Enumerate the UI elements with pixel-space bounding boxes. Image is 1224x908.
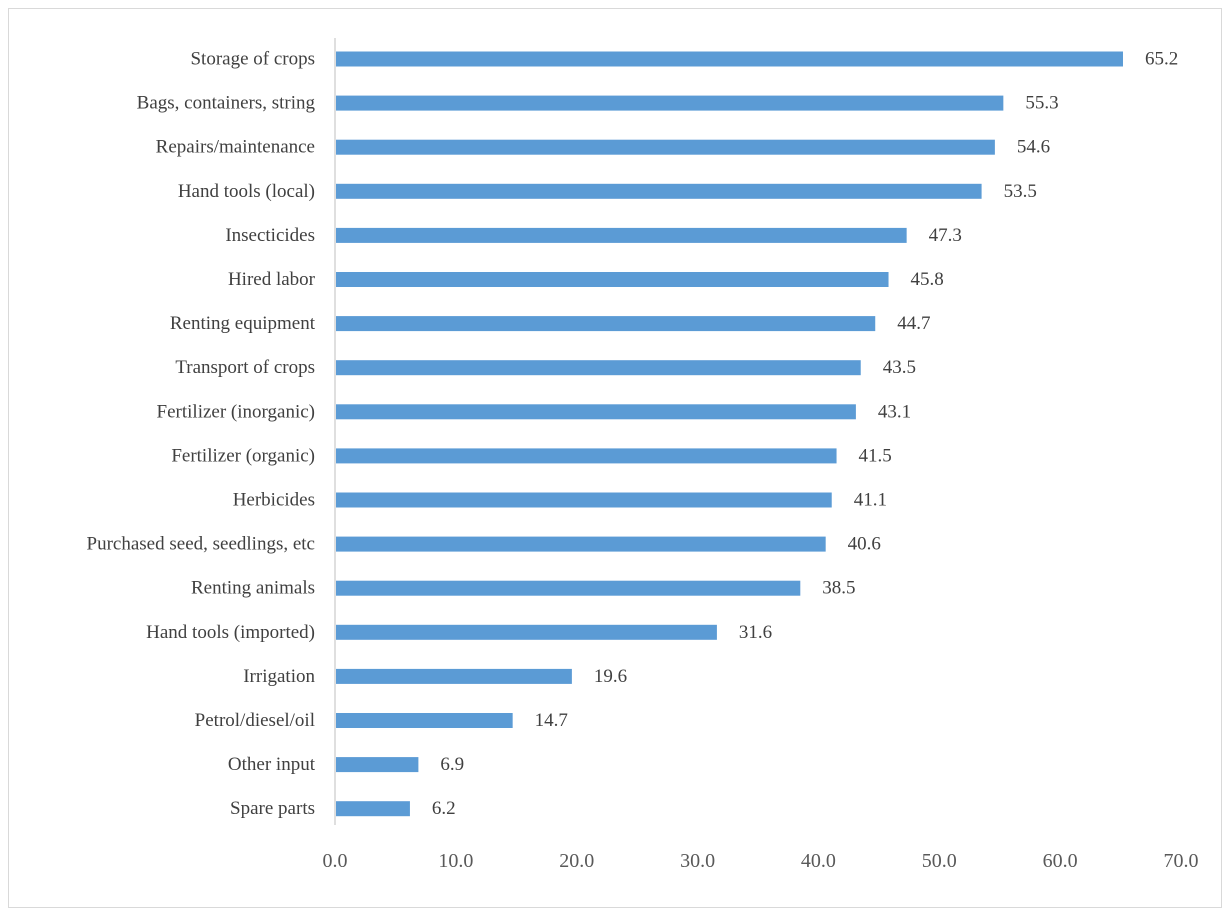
category-label: Renting equipment	[170, 313, 316, 334]
category-label: Renting animals	[191, 578, 315, 599]
x-tick-label: 70.0	[1164, 850, 1199, 872]
bar	[336, 448, 837, 464]
value-label: 31.6	[739, 622, 772, 643]
bar	[336, 51, 1123, 67]
category-label: Hand tools (local)	[178, 181, 315, 202]
x-tick-label: 60.0	[1043, 850, 1078, 872]
category-label: Petrol/diesel/oil	[195, 710, 315, 731]
bar	[336, 227, 907, 243]
category-label: Insecticides	[225, 225, 315, 246]
bar	[336, 95, 1004, 111]
value-label: 45.8	[911, 269, 944, 290]
x-tick-label: 20.0	[559, 850, 594, 872]
bar	[336, 580, 801, 596]
category-label: Bags, containers, string	[137, 93, 316, 114]
value-label: 54.6	[1017, 137, 1050, 158]
value-label: 53.5	[1004, 181, 1037, 202]
bar	[336, 536, 826, 552]
value-label: 6.2	[432, 798, 456, 819]
value-label: 41.1	[854, 490, 887, 511]
x-tick-label: 40.0	[801, 850, 836, 872]
value-label: 6.9	[440, 754, 464, 775]
x-tick-label: 30.0	[680, 850, 715, 872]
bar	[336, 757, 419, 773]
bar	[336, 404, 856, 420]
value-label: 19.6	[594, 666, 627, 687]
x-tick-label: 0.0	[323, 850, 348, 872]
category-label: Hired labor	[228, 269, 316, 290]
bar	[336, 624, 717, 640]
bar	[336, 316, 876, 332]
bar	[336, 272, 889, 287]
x-tick-label: 10.0	[438, 850, 473, 872]
category-label: Purchased seed, seedlings, etc	[87, 534, 315, 555]
value-label: 40.6	[848, 534, 881, 555]
category-label: Herbicides	[233, 490, 315, 511]
category-label: Storage of crops	[190, 49, 315, 70]
bar-chart: Storage of crops 65.2 Bags, containers, st…	[87, 38, 1199, 872]
category-label: Repairs/maintenance	[156, 137, 315, 158]
value-label: 65.2	[1145, 49, 1178, 70]
value-label: 43.1	[878, 401, 911, 422]
category-label: Hand tools (imported)	[146, 622, 315, 643]
category-label: Fertilizer (organic)	[171, 445, 315, 466]
value-label: 41.5	[859, 445, 892, 466]
value-label: 44.7	[897, 313, 930, 334]
value-label: 47.3	[929, 225, 962, 246]
bar	[336, 668, 572, 684]
category-label: Other input	[228, 754, 316, 775]
bar	[336, 183, 982, 199]
value-label: 14.7	[535, 710, 568, 731]
category-label: Transport of crops	[175, 357, 315, 378]
x-tick-label: 50.0	[922, 850, 957, 872]
bar	[336, 713, 513, 728]
bar	[336, 139, 995, 155]
category-label: Irrigation	[243, 666, 315, 687]
value-label: 43.5	[883, 357, 916, 378]
bar	[336, 801, 410, 817]
value-label: 55.3	[1025, 93, 1058, 114]
category-label: Fertilizer (inorganic)	[157, 401, 315, 422]
bar	[336, 492, 832, 508]
bar	[336, 360, 861, 376]
category-label: Spare parts	[230, 798, 315, 819]
value-label: 38.5	[822, 578, 855, 599]
